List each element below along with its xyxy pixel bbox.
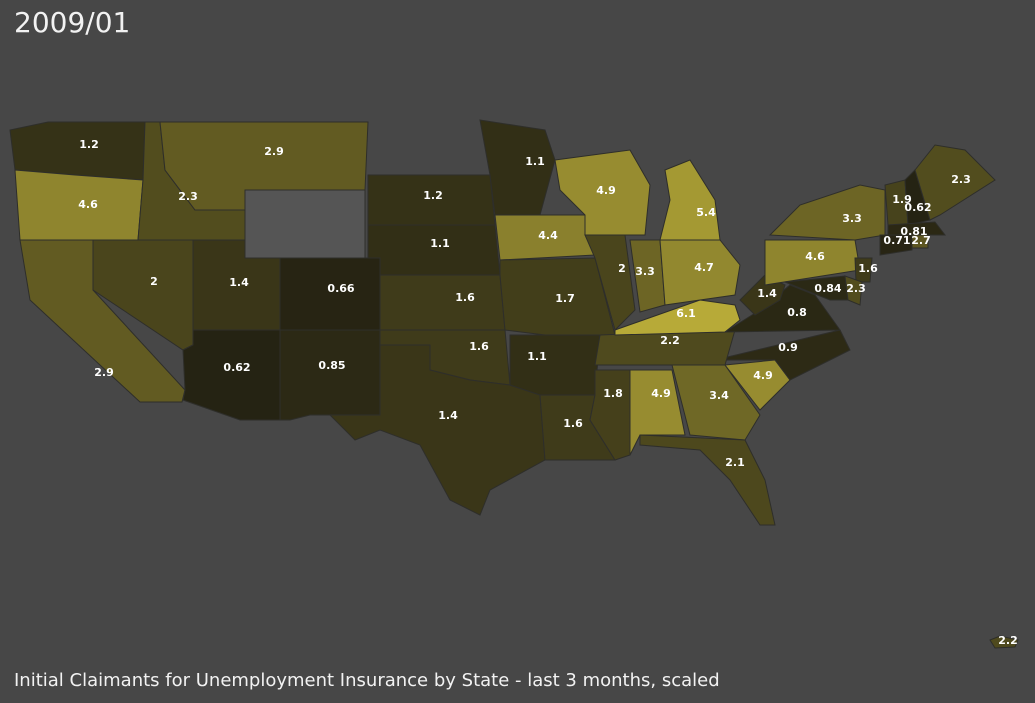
state-value-label: 1.8	[603, 387, 623, 400]
state-value-label: 2.2	[998, 634, 1018, 647]
state-value-label: 1.2	[423, 189, 443, 202]
state-region	[554, 149, 651, 236]
state-value-label: 2	[618, 262, 626, 275]
state-value-label: 5.4	[696, 206, 716, 219]
state-region	[989, 635, 1019, 649]
state-value-label: 4.6	[78, 198, 98, 211]
state-value-label: 2.3	[178, 190, 198, 203]
state-region	[739, 274, 786, 316]
state-region	[879, 234, 913, 256]
state-value-label: 1.4	[438, 409, 458, 422]
caption: Initial Claimants for Unemployment Insur…	[14, 670, 720, 691]
state-value-label: 1.6	[455, 291, 475, 304]
state-value-label: 0.9	[778, 341, 798, 354]
state-region	[182, 329, 281, 421]
state-value-label: 1.1	[525, 155, 545, 168]
state-value-label: 0.62	[223, 361, 250, 374]
state-region	[367, 224, 501, 276]
state-region	[911, 234, 929, 249]
state-value-label: 1.1	[430, 237, 450, 250]
state-value-label: 1.9	[892, 193, 912, 206]
state-value-label: 1.2	[79, 138, 99, 151]
state-value-label: 0.71	[883, 234, 910, 247]
state-value-label: 2.1	[725, 456, 745, 469]
state-region	[279, 329, 381, 421]
state-value-label: 2.3	[951, 173, 971, 186]
state-region	[887, 221, 947, 236]
state-value-label: 4.9	[753, 369, 773, 382]
state-value-label: 1.6	[469, 340, 489, 353]
state-value-label: 2.3	[846, 282, 866, 295]
state-value-label: 2.2	[660, 334, 680, 347]
state-value-label: 0.8	[787, 306, 807, 319]
state-value-label: 3.3	[635, 265, 655, 278]
state-region	[639, 434, 776, 526]
no-data-region	[244, 189, 366, 259]
state-value-label: 1.4	[229, 276, 249, 289]
state-value-label: 1.6	[858, 262, 878, 275]
state-region	[159, 121, 369, 211]
state-value-label: 0.62	[904, 201, 931, 214]
state-value-label: 4.4	[538, 229, 558, 242]
state-region	[379, 274, 506, 331]
state-value-label: 4.6	[805, 250, 825, 263]
state-region	[854, 257, 873, 283]
state-value-label: 4.9	[651, 387, 671, 400]
state-region	[629, 369, 686, 456]
state-value-label: 3.4	[709, 389, 729, 402]
state-region	[768, 184, 886, 241]
state-region	[328, 344, 546, 516]
state-region	[844, 275, 863, 306]
state-value-label: 1.4	[757, 287, 777, 300]
state-region	[714, 329, 851, 381]
state-value-label: 4.9	[596, 184, 616, 197]
state-value-label: 6.1	[676, 307, 696, 320]
state-value-label: 2.7	[911, 234, 931, 247]
state-value-label: 2.9	[94, 366, 114, 379]
state-region	[509, 334, 601, 396]
state-value-label: 0.81	[900, 225, 927, 238]
state-region	[659, 159, 721, 241]
state-region	[914, 144, 996, 221]
state-value-label: 0.85	[318, 359, 345, 372]
state-value-label: 1.7	[555, 292, 575, 305]
state-value-label: 3.3	[842, 212, 862, 225]
state-value-label: 1.6	[563, 417, 583, 430]
state-value-label: 2	[150, 275, 158, 288]
state-value-label: 1.1	[527, 350, 547, 363]
state-value-label: 0.84	[814, 282, 841, 295]
state-value-label: 0.66	[327, 282, 354, 295]
state-value-label: 4.7	[694, 261, 714, 274]
date-title: 2009/01	[14, 6, 131, 39]
state-value-label: 2.9	[264, 145, 284, 158]
